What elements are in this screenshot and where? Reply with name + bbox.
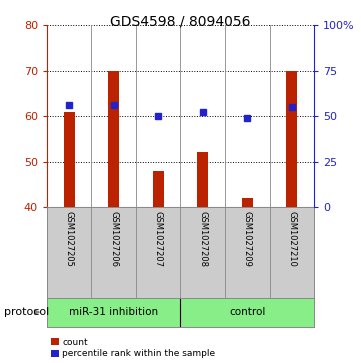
Text: protocol: protocol — [4, 307, 49, 317]
Text: GSM1027208: GSM1027208 — [198, 211, 207, 268]
Text: GDS4598 / 8094056: GDS4598 / 8094056 — [110, 15, 251, 29]
Text: GSM1027209: GSM1027209 — [243, 211, 252, 267]
Text: GSM1027207: GSM1027207 — [154, 211, 163, 268]
Text: GSM1027205: GSM1027205 — [65, 211, 74, 267]
Text: control: control — [229, 307, 265, 317]
Bar — [108, 71, 119, 207]
Legend: count, percentile rank within the sample: count, percentile rank within the sample — [52, 338, 216, 359]
Bar — [286, 71, 297, 207]
Bar — [242, 198, 253, 207]
Text: GSM1027210: GSM1027210 — [287, 211, 296, 267]
Text: GSM1027206: GSM1027206 — [109, 211, 118, 268]
Bar — [197, 152, 208, 207]
Bar — [153, 171, 164, 207]
Bar — [64, 112, 75, 207]
Text: miR-31 inhibition: miR-31 inhibition — [69, 307, 158, 317]
